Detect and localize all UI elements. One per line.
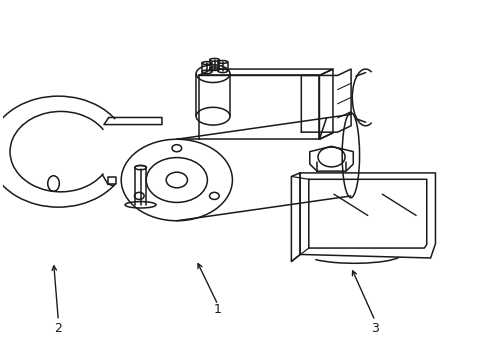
Text: 1: 1 [214, 303, 222, 316]
Text: 2: 2 [54, 321, 62, 335]
Text: 3: 3 [370, 321, 378, 335]
